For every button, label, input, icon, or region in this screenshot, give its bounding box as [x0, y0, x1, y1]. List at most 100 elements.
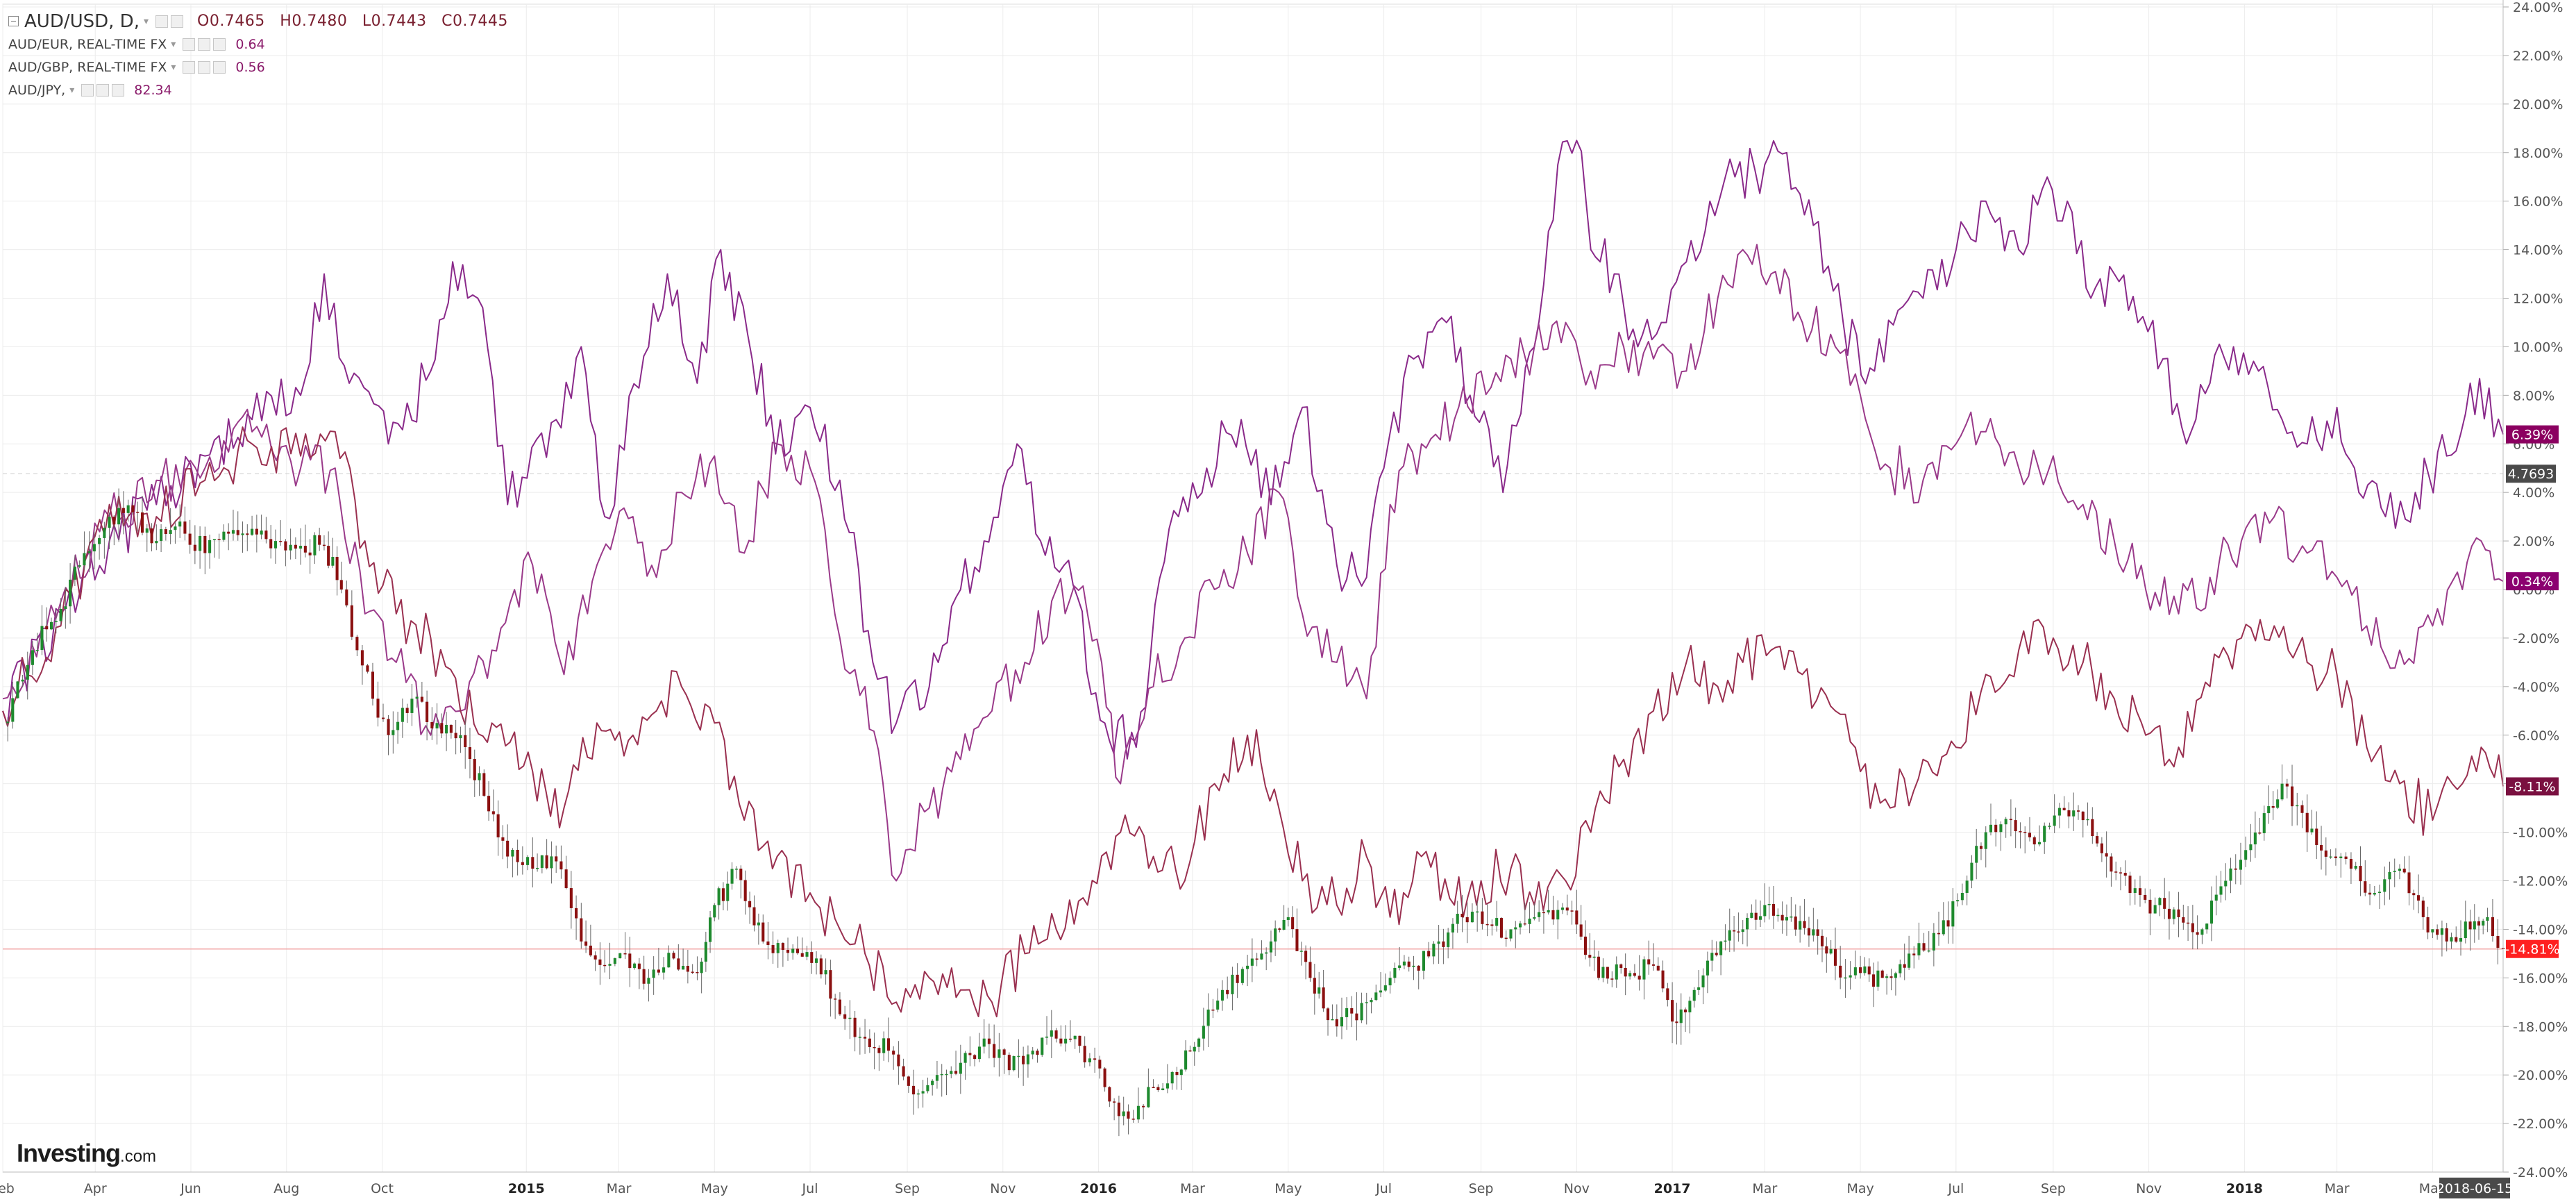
- overlay-symbol[interactable]: AUD/GBP, REAL-TIME FX: [8, 59, 167, 75]
- overlay-symbol[interactable]: AUD/JPY,: [8, 82, 66, 98]
- candle: [2167, 891, 2171, 940]
- x-tick-label: May: [701, 1181, 728, 1196]
- candle-body: [459, 735, 462, 739]
- main-symbol[interactable]: AUD/USD, D,: [24, 10, 140, 32]
- candle-body: [776, 943, 780, 953]
- close-icon[interactable]: [112, 83, 125, 97]
- candle: [26, 651, 29, 700]
- candle: [973, 1053, 977, 1067]
- candle: [1481, 898, 1484, 930]
- candle-body: [2378, 892, 2382, 893]
- candle-body: [2004, 819, 2007, 825]
- y-tick-label: 12.00%: [2513, 292, 2563, 307]
- candle: [540, 855, 544, 873]
- candle: [366, 664, 369, 674]
- candle-body: [1917, 943, 1921, 955]
- candle-body: [1767, 903, 1771, 905]
- candle: [633, 962, 637, 970]
- settings-icon[interactable]: [198, 37, 211, 51]
- candle-body: [1170, 1071, 1174, 1084]
- candle-body: [331, 557, 335, 566]
- candle-body: [886, 1038, 890, 1051]
- chevron-down-icon[interactable]: ▾: [143, 15, 149, 27]
- candle: [1628, 970, 1632, 980]
- overlay-symbol[interactable]: AUD/EUR, REAL-TIME FX: [8, 36, 167, 52]
- candle-body: [136, 512, 140, 513]
- candle: [2086, 802, 2089, 826]
- candle: [2290, 764, 2294, 826]
- candle: [2491, 899, 2494, 942]
- candle: [2234, 854, 2237, 885]
- candle-body: [2324, 850, 2327, 857]
- candle: [2153, 897, 2157, 914]
- candle-body: [69, 579, 72, 607]
- candle: [1917, 922, 1921, 960]
- candle-body: [1265, 952, 1268, 954]
- legend-overlay-row[interactable]: AUD/JPY, ▾ 82.34: [8, 78, 518, 101]
- candle: [1989, 803, 1993, 836]
- candle: [2407, 855, 2411, 906]
- candle: [1509, 929, 1513, 942]
- candle-body: [997, 1049, 1001, 1058]
- candle: [2276, 789, 2280, 810]
- chevron-down-icon[interactable]: ▾: [171, 61, 176, 73]
- candle: [968, 1036, 972, 1067]
- candle: [511, 848, 514, 878]
- candle: [264, 517, 268, 544]
- candle: [40, 605, 44, 655]
- close-icon[interactable]: [213, 37, 226, 51]
- candle-body: [376, 699, 380, 718]
- candle-body: [1437, 941, 1440, 944]
- candle-body: [1407, 961, 1411, 967]
- visibility-icon[interactable]: [81, 83, 94, 97]
- candle-body: [2153, 905, 2157, 914]
- candle: [950, 1066, 953, 1078]
- legend-overlay-row[interactable]: AUD/EUR, REAL-TIME FX ▾ 0.64: [8, 33, 518, 56]
- chevron-down-icon[interactable]: ▾: [69, 84, 75, 96]
- settings-icon[interactable]: [96, 83, 110, 97]
- candle-body: [786, 950, 790, 953]
- candle-body: [2187, 922, 2190, 924]
- candle-body: [877, 1048, 881, 1053]
- candle-body: [2249, 844, 2253, 851]
- visibility-icon[interactable]: [183, 60, 196, 74]
- candle-body: [222, 531, 226, 540]
- candle-body: [1781, 914, 1784, 921]
- candle: [6, 717, 10, 742]
- collapse-icon[interactable]: [8, 16, 19, 26]
- candle-body: [672, 953, 675, 959]
- candle: [1889, 969, 1893, 991]
- candle-body: [864, 1037, 867, 1039]
- candle: [2285, 778, 2289, 799]
- candle: [613, 958, 616, 967]
- candle-body: [931, 1080, 934, 1085]
- candle: [1365, 992, 1368, 1025]
- candle-body: [713, 905, 716, 918]
- candle: [2133, 879, 2137, 905]
- settings-icon[interactable]: [171, 15, 183, 28]
- chevron-down-icon[interactable]: ▾: [171, 38, 176, 50]
- visibility-icon[interactable]: [155, 15, 168, 28]
- candle: [318, 528, 321, 551]
- candle: [545, 839, 548, 870]
- candle: [935, 1060, 938, 1089]
- candle-body: [1002, 1049, 1006, 1055]
- x-tick-label: Mar: [2325, 1181, 2350, 1196]
- candle: [721, 882, 725, 911]
- candle: [2468, 910, 2472, 951]
- legend-main-row[interactable]: AUD/USD, D, ▾ O0.7465 H0.7480 L0.7443 C0…: [8, 10, 518, 33]
- candle: [1579, 905, 1583, 940]
- candle-body: [536, 867, 539, 869]
- close-icon[interactable]: [213, 60, 226, 74]
- candle: [2464, 901, 2467, 944]
- legend-overlay-row[interactable]: AUD/GBP, REAL-TIME FX ▾ 0.56: [8, 56, 518, 78]
- candle-body: [2191, 923, 2194, 933]
- candle: [713, 903, 716, 921]
- visibility-icon[interactable]: [183, 37, 196, 51]
- settings-icon[interactable]: [198, 60, 211, 74]
- candle-body: [2305, 812, 2309, 833]
- candle: [2144, 888, 2147, 903]
- candle-body: [1481, 911, 1484, 924]
